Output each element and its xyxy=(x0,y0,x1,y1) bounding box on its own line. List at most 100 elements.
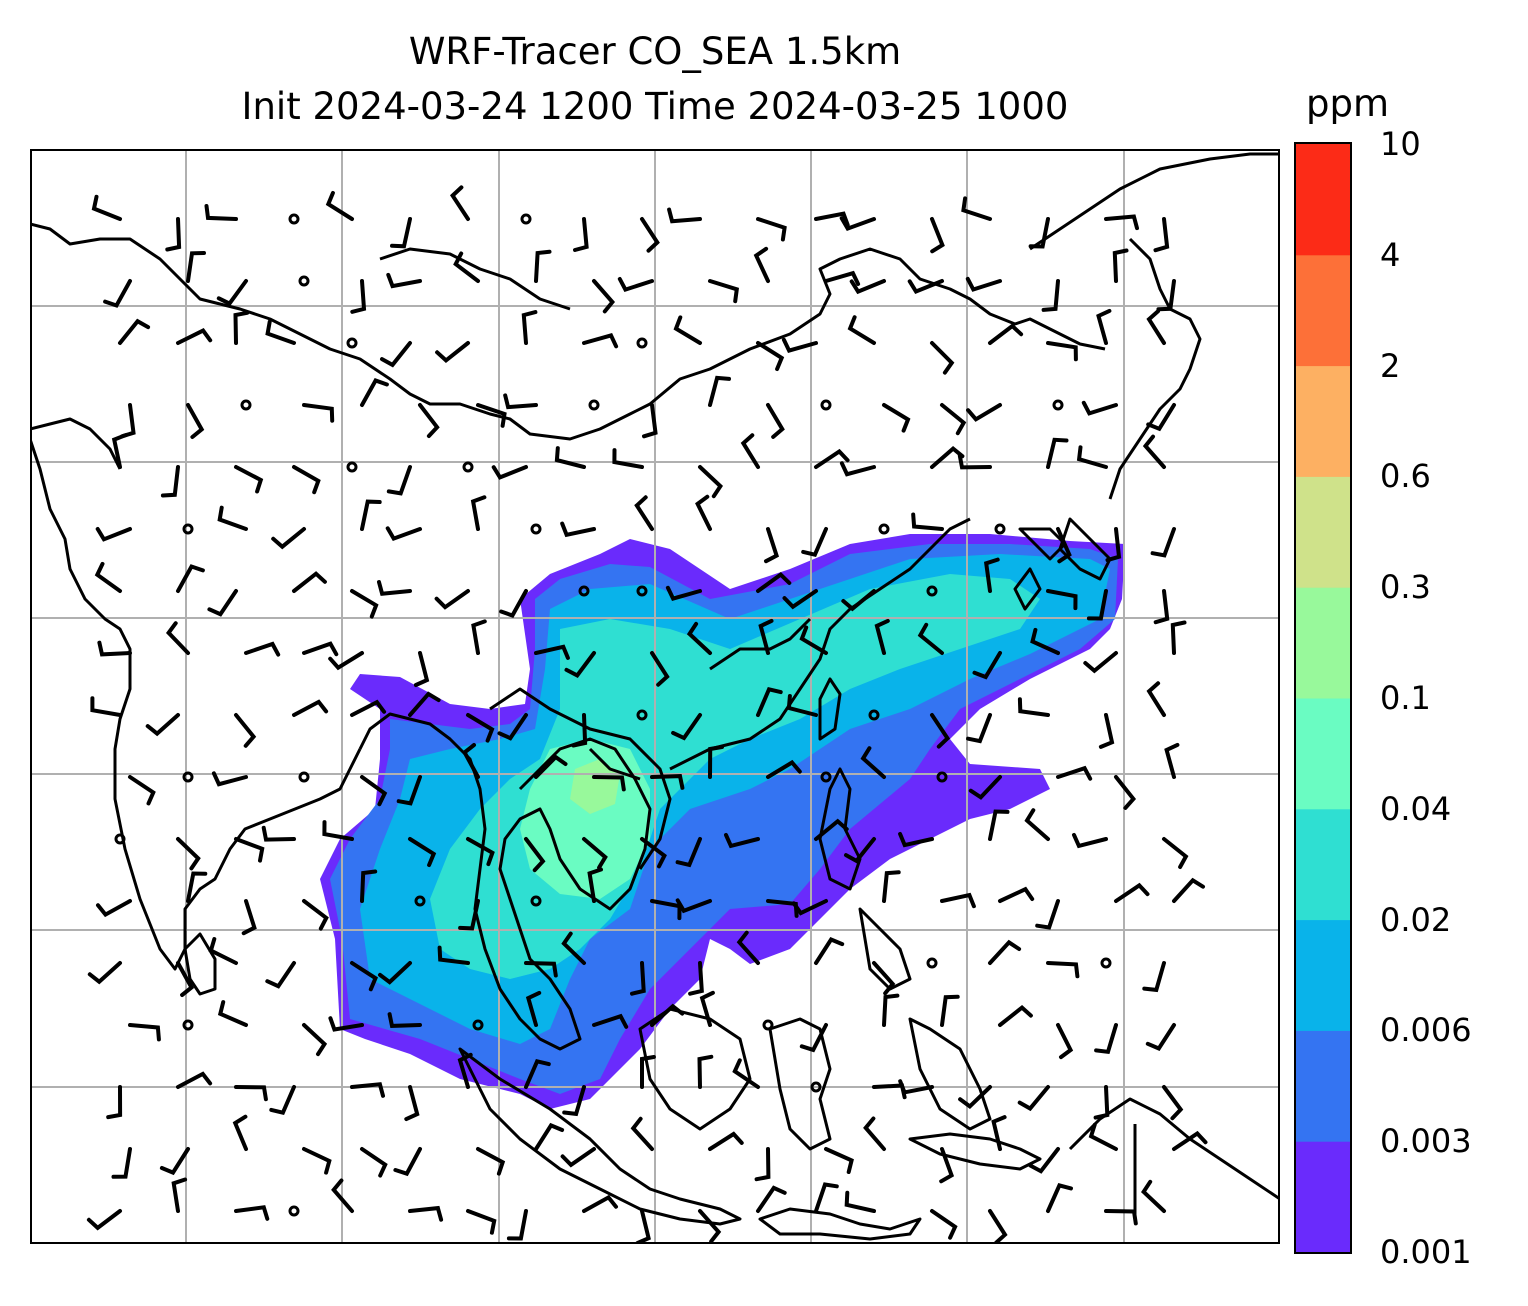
colorbar-swatch xyxy=(1296,1030,1350,1142)
wind-barb xyxy=(764,527,780,564)
wind-barb xyxy=(1146,403,1176,432)
calm-wind-marker xyxy=(926,957,938,969)
calm-wind-marker xyxy=(878,523,890,535)
wind-barb xyxy=(988,939,1022,965)
wind-barb xyxy=(176,837,201,871)
colorbar-tick-label: 4 xyxy=(1380,235,1401,274)
wind-barb xyxy=(1081,400,1118,416)
wind-barb xyxy=(292,465,321,495)
colorbar-tick-label: 2 xyxy=(1380,346,1401,385)
wind-barb xyxy=(1086,589,1108,621)
calm-wind-marker xyxy=(578,585,590,597)
wind-barb xyxy=(302,1023,328,1057)
wind-barb xyxy=(756,571,792,593)
wind-barb xyxy=(1146,309,1166,345)
wind-barb xyxy=(103,279,132,308)
wind-barb xyxy=(118,318,151,345)
wind-barb xyxy=(930,445,965,469)
wind-barb xyxy=(998,1004,1033,1027)
colorbar-swatch xyxy=(1296,808,1350,921)
colorbar-swatch xyxy=(1296,1141,1350,1253)
wind-barb xyxy=(233,310,250,345)
colorbar-swatch xyxy=(1296,476,1350,588)
wind-barb xyxy=(753,246,770,283)
wind-barb xyxy=(650,1003,685,1027)
wind-barb xyxy=(1046,437,1069,469)
wind-barb xyxy=(408,1205,444,1222)
colorbar-tick-label: 0.003 xyxy=(1380,1122,1472,1161)
wind-barb xyxy=(983,557,1000,593)
wind-barb xyxy=(476,1147,506,1176)
wind-barb xyxy=(322,820,354,841)
wind-barb xyxy=(471,619,487,655)
wind-barb xyxy=(466,837,495,867)
wind-barb xyxy=(667,207,702,224)
colorbar-swatch xyxy=(1296,254,1350,367)
wind-barb xyxy=(1028,1147,1060,1174)
wind-barb xyxy=(1056,1023,1074,1060)
wind-barb xyxy=(582,1194,618,1213)
wind-barb xyxy=(386,272,422,289)
wind-barb xyxy=(1172,877,1205,903)
calm-wind-marker xyxy=(182,1019,194,1031)
wind-barb xyxy=(1076,445,1108,469)
calm-wind-marker xyxy=(530,523,542,535)
wind-barb xyxy=(111,1147,132,1179)
calm-wind-marker xyxy=(936,771,948,783)
wind-barb xyxy=(145,713,180,737)
wind-barb xyxy=(534,644,570,660)
wind-barb xyxy=(302,403,335,423)
wind-barb xyxy=(988,1209,1008,1244)
wind-barb xyxy=(863,1116,886,1151)
wind-barb xyxy=(814,818,849,841)
wind-barb xyxy=(176,564,205,593)
wind-barb xyxy=(665,585,702,601)
wind-barb xyxy=(360,775,388,807)
wind-barb xyxy=(1046,341,1078,362)
wind-barb xyxy=(87,961,122,985)
wind-barb xyxy=(991,1115,1007,1151)
calm-wind-marker xyxy=(762,1019,774,1031)
wind-barb xyxy=(97,640,132,657)
wind-barb xyxy=(1083,651,1118,674)
wind-barb xyxy=(754,1147,771,1182)
wind-barb xyxy=(872,1083,907,1100)
wind-barb xyxy=(634,495,654,531)
wind-barb xyxy=(350,279,367,314)
colorbar-swatch xyxy=(1296,587,1350,699)
colorbar-swatch xyxy=(1296,144,1350,256)
wind-barb xyxy=(799,625,828,655)
map-panel xyxy=(30,149,1280,1244)
wind-barb xyxy=(216,279,248,307)
wind-barb xyxy=(592,279,616,314)
wind-barb xyxy=(1104,1209,1138,1226)
colorbar-tick-label: 0.04 xyxy=(1380,789,1452,828)
wind-barb xyxy=(470,495,487,531)
wind-barb xyxy=(697,1054,714,1089)
wind-barb xyxy=(699,990,715,1027)
wind-barb xyxy=(506,1209,528,1241)
wind-barb xyxy=(244,641,281,657)
wind-barb xyxy=(159,1147,190,1176)
wind-barb xyxy=(839,461,876,477)
wind-barb xyxy=(758,618,774,655)
wind-barb xyxy=(128,1023,161,1042)
colorbar-tick-label: 0.6 xyxy=(1380,457,1431,496)
wind-barb xyxy=(497,713,528,741)
wind-barb xyxy=(1030,627,1060,655)
wind-barb xyxy=(328,651,364,671)
wind-barb xyxy=(1114,882,1150,903)
wind-barb xyxy=(1046,1183,1073,1213)
wind-barb xyxy=(849,279,886,295)
wind-barb xyxy=(1017,1085,1050,1112)
map-frame xyxy=(30,149,1280,1244)
wind-barb xyxy=(814,1182,839,1213)
wind-barb xyxy=(534,249,552,283)
wind-barb xyxy=(390,217,412,249)
wind-barb xyxy=(911,512,944,531)
map-title: WRF-Tracer CO_SEA 1.5km xyxy=(408,30,902,73)
calm-wind-marker xyxy=(182,771,194,783)
wind-barb xyxy=(592,775,626,792)
colorbar xyxy=(1294,142,1352,1254)
wind-barb xyxy=(302,641,339,657)
